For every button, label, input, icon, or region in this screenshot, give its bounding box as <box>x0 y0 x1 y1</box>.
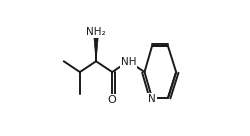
Text: NH: NH <box>120 57 136 67</box>
Text: NH₂: NH₂ <box>86 27 106 37</box>
Text: N: N <box>148 94 156 104</box>
Polygon shape <box>94 34 98 61</box>
Text: O: O <box>108 95 116 105</box>
